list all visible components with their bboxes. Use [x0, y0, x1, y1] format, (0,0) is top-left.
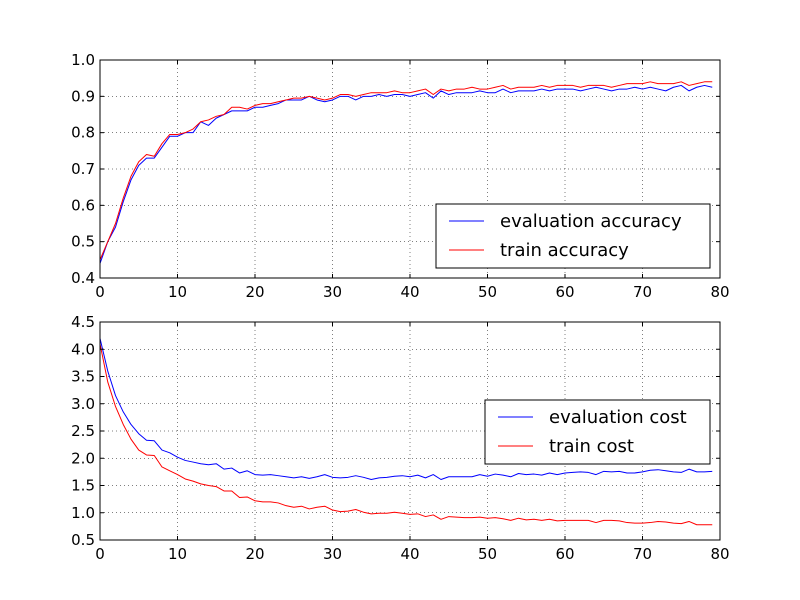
- chart-1-y-tick-label: 1.0: [71, 51, 95, 69]
- chart-2-x-tick-label: 30: [323, 545, 342, 563]
- chart-2-y-tick-label: 3.5: [71, 368, 95, 386]
- chart-2-series-evaluation-cost: [99, 338, 713, 480]
- chart-2-series-train-cost: [99, 343, 713, 526]
- chart-2-y-tick-label: 0.5: [71, 531, 95, 549]
- chart-2-y-tick-label: 1.0: [71, 504, 95, 522]
- chart-2-group: 0 10 20 30 40 50 60 70 80 0.5 1.0 1.5 2.0 2.5 3.0 3.5 4.…: [71, 313, 729, 563]
- chart-2-legend-label: evaluation cost: [549, 407, 687, 428]
- chart-1-x-tick-label: 10: [168, 283, 187, 301]
- chart-2-legend-label: train cost: [549, 436, 634, 457]
- chart-2-legend-box: [484, 399, 711, 465]
- chart-2-y-tick-label: 4.0: [71, 340, 95, 358]
- chart-2-y-tick-label: 3.0: [71, 395, 95, 413]
- chart-2-y-tick-label: 1.5: [71, 477, 95, 495]
- chart-2-x-tick-label: 60: [555, 545, 574, 563]
- chart-2-x-tick-label: 20: [245, 545, 264, 563]
- chart-1-legend-box: [435, 203, 711, 269]
- chart-1-x-tick-label: 20: [245, 283, 264, 301]
- chart-2-x-tick-label: 0: [95, 545, 105, 563]
- chart-1-x-tick-label: 60: [555, 283, 574, 301]
- chart-1-x-tick-label: 0: [95, 283, 105, 301]
- chart-2-x-tick-label: 40: [400, 545, 419, 563]
- chart-1-x-tick-label: 70: [633, 283, 652, 301]
- chart-1-legend: evaluation accuracy train accuracy: [435, 203, 711, 269]
- chart-2-x-tick-label: 80: [710, 545, 729, 563]
- chart-1-y-tick-label: 0.8: [71, 124, 95, 142]
- chart-1-y-tick-label: 0.9: [71, 87, 95, 105]
- chart-2-y-tick-label: 2.5: [71, 422, 95, 440]
- chart-1-y-tick-label: 0.4: [71, 269, 95, 287]
- chart-2-x-tick-label: 50: [478, 545, 497, 563]
- chart-1-group: 0 10 20 30 40 50 60 70 80 0.4 0.5 0.6 0.7 0.8 0.9 1.0 ev…: [71, 51, 729, 301]
- chart-1-y-tick-label: 0.7: [71, 160, 95, 178]
- chart-2-y-tick-label: 4.5: [71, 313, 95, 331]
- chart-1-series-evaluation-accuracy: [99, 84, 713, 264]
- chart-1-x-tick-label: 50: [478, 283, 497, 301]
- chart-2-x-tick-label: 70: [633, 545, 652, 563]
- chart-2-legend: evaluation cost train cost: [484, 399, 711, 465]
- chart-1-x-tick-label: 30: [323, 283, 342, 301]
- chart-1-y-tick-label: 0.5: [71, 233, 95, 251]
- chart-1-y-tick-label: 0.6: [71, 196, 95, 214]
- chart-1-x-tick-label: 80: [710, 283, 729, 301]
- chart-1-legend-label: train accuracy: [500, 240, 629, 261]
- chart-2-x-tick-label: 10: [168, 545, 187, 563]
- chart-2-y-tick-label: 2.0: [71, 449, 95, 467]
- chart-1-x-tick-label: 40: [400, 283, 419, 301]
- chart-1-series-train-accuracy: [99, 81, 713, 261]
- chart-1-legend-label: evaluation accuracy: [500, 211, 682, 232]
